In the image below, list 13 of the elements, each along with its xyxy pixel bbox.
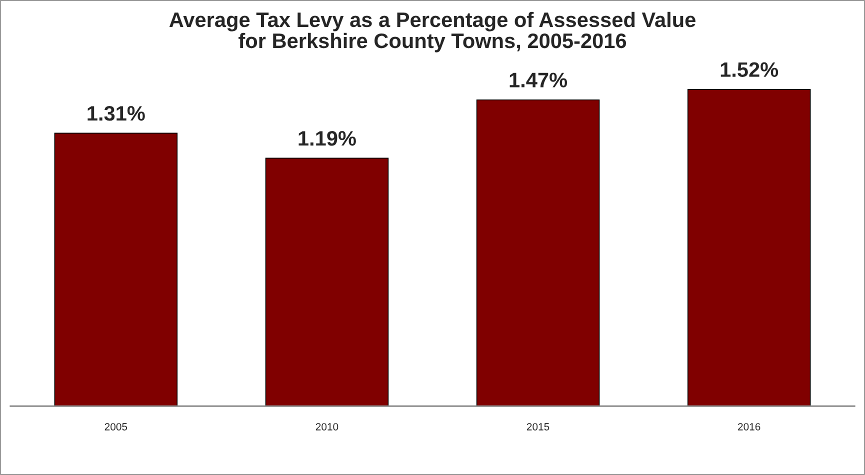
x-tick-label: 2015 [526,423,550,430]
data-label: 1.19% [298,131,356,146]
chart-title: Average Tax Levy as a Percentage of Assessed Value for Berkshire County Towns, 2005-2016 [169,12,696,52]
bar [54,132,178,406]
bar [687,89,811,406]
x-tick-label: 2005 [104,423,128,430]
x-tick-label: 2010 [316,423,338,430]
bar [265,158,389,406]
x-tick-label: 2016 [738,423,760,430]
bar [476,99,600,406]
data-label: 1.52% [720,62,778,78]
data-label: 1.47% [510,72,568,88]
data-label: 1.31% [88,106,145,121]
